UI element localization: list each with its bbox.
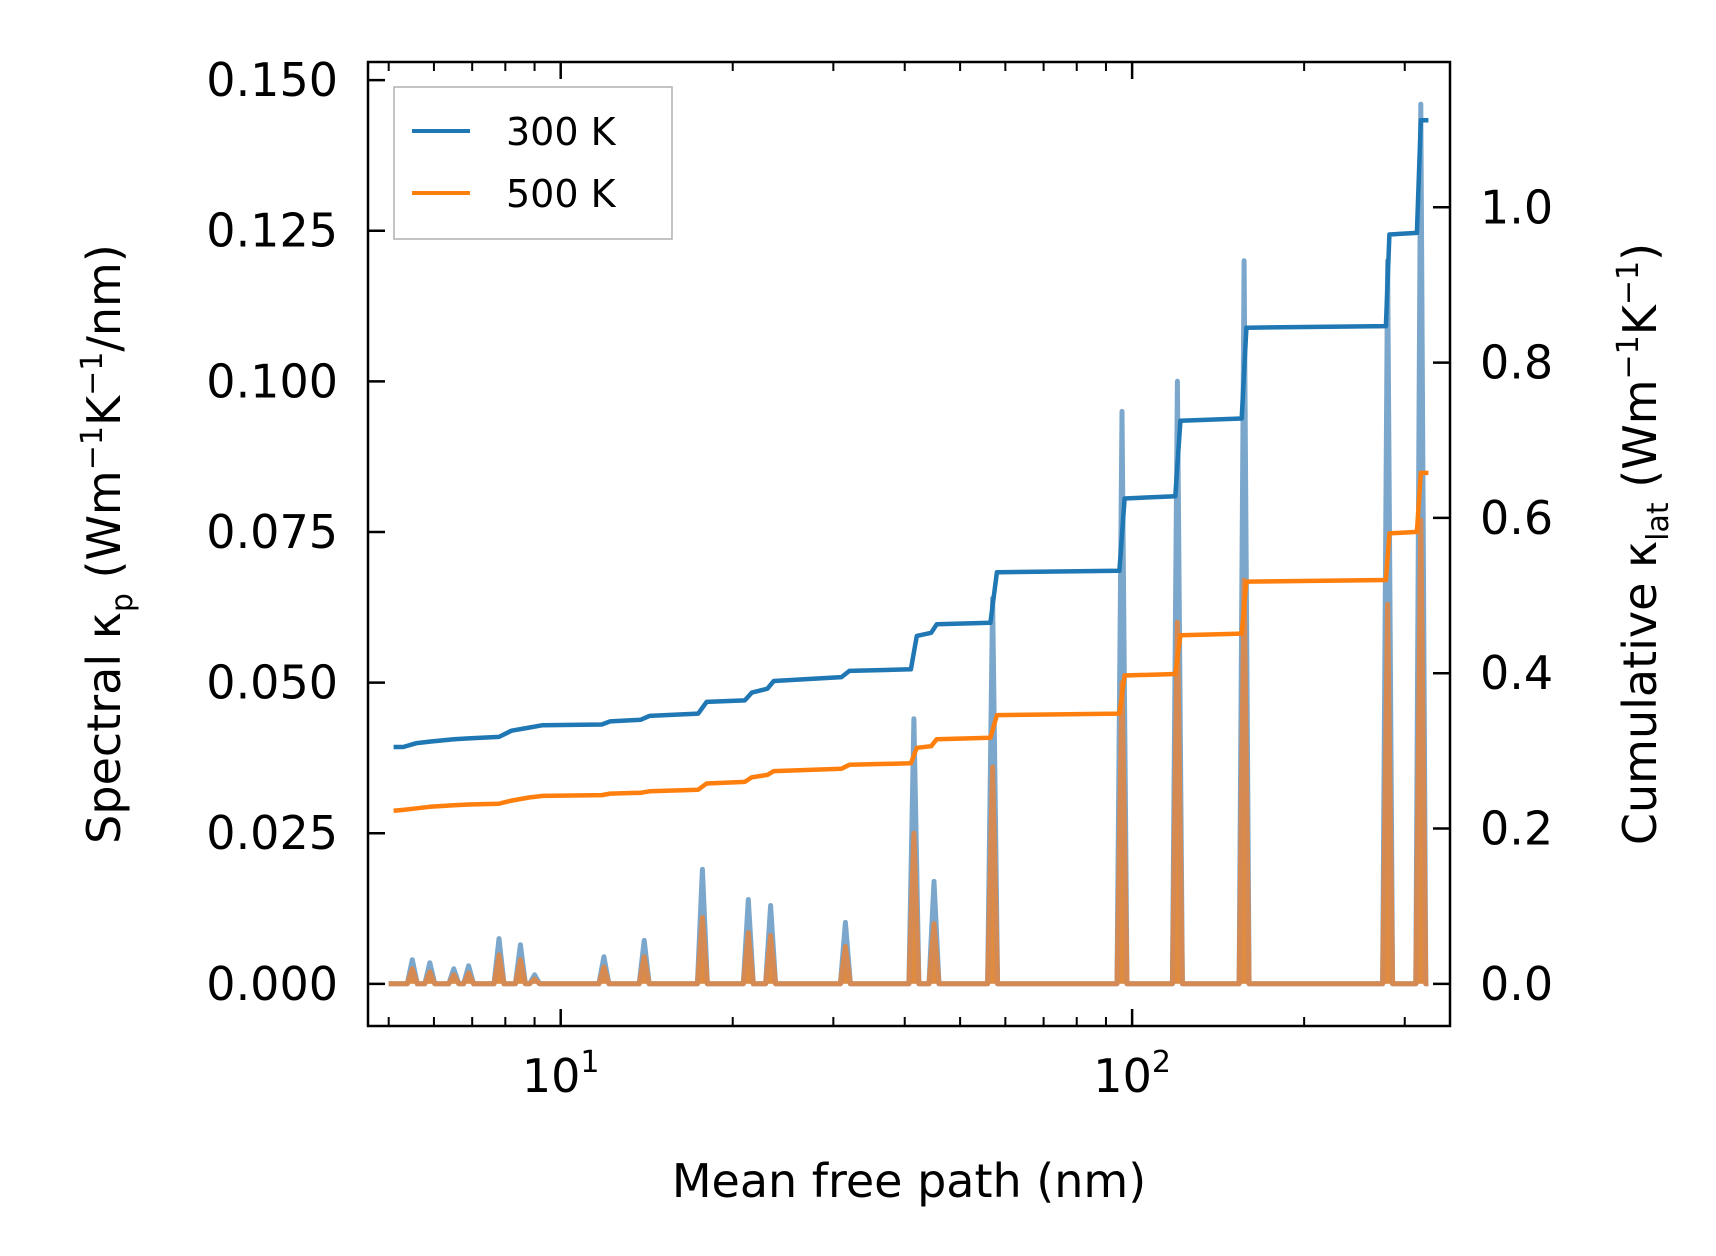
left-y-tick-label: 0.125 bbox=[206, 204, 338, 258]
right-y-title-prefix: Cumulative κ bbox=[1613, 541, 1667, 845]
right-y-title-sup-a: −1 bbox=[1611, 335, 1646, 379]
right-y-title-unit-c: ) bbox=[1613, 243, 1667, 261]
right-y-tick-label: 0.0 bbox=[1480, 957, 1553, 1011]
left-y-tick-label: 0.000 bbox=[206, 957, 338, 1011]
right-y-tick-label: 0.4 bbox=[1480, 646, 1553, 700]
left-y-title-unit-b: K bbox=[77, 394, 131, 426]
right-y-tick-label: 0.8 bbox=[1480, 336, 1553, 390]
right-y-title-sup-b: −1 bbox=[1611, 261, 1646, 305]
legend-frame bbox=[393, 86, 673, 240]
left-y-title-sup-a: −1 bbox=[75, 426, 110, 470]
cumulative-layer bbox=[393, 118, 1429, 813]
legend-label-300k: 300 K bbox=[506, 110, 617, 154]
right-y-title-sub: lat bbox=[1641, 502, 1676, 541]
legend: 300 K 500 K bbox=[393, 86, 673, 240]
x-tick-label-exponent: 1 bbox=[580, 1045, 599, 1080]
left-y-tick-label: 0.100 bbox=[206, 354, 338, 408]
right-y-axis-title: Cumulative κlat (Wm−1K−1) bbox=[1611, 243, 1676, 845]
x-tick-label-exponent: 2 bbox=[1152, 1045, 1171, 1080]
right-y-title-unit-b: K bbox=[1613, 303, 1667, 335]
left-y-title-unit-a: (Wm bbox=[77, 470, 131, 593]
left-y-tick-label: 0.150 bbox=[206, 53, 338, 107]
left-y-title-unit-c: /nm) bbox=[77, 244, 131, 351]
left-y-title-sub: p bbox=[105, 593, 140, 612]
left-y-tick-label: 0.025 bbox=[206, 806, 338, 860]
x-tick-label: 102 bbox=[1093, 1045, 1171, 1103]
right-y-tick-label: 1.0 bbox=[1480, 180, 1553, 234]
legend-label-500k: 500 K bbox=[506, 172, 617, 216]
right-y-tick-label: 0.6 bbox=[1480, 491, 1553, 545]
x-tick-label-base: 10 bbox=[1093, 1049, 1152, 1103]
left-y-axis-title: Spectral κp (Wm−1K−1/nm) bbox=[75, 244, 140, 844]
left-y-tick-label: 0.050 bbox=[206, 656, 338, 710]
spectral-layer bbox=[388, 101, 1429, 987]
x-tick-label: 101 bbox=[522, 1045, 600, 1103]
spectral-line-500k bbox=[388, 517, 1429, 987]
left-y-title-prefix: Spectral κ bbox=[77, 612, 131, 844]
ticks-layer: 0.000 0.025 0.050 0.075 0.100 0.125 0.150 0.0 0.… bbox=[206, 53, 1553, 1103]
cumulative-line-300k bbox=[393, 118, 1429, 750]
cumulative-line-500k bbox=[393, 470, 1429, 813]
right-y-title-unit-a: (Wm bbox=[1613, 379, 1667, 502]
right-y-tick-label: 0.2 bbox=[1480, 802, 1553, 856]
x-tick-label-base: 10 bbox=[522, 1049, 581, 1103]
x-axis-title: Mean free path (nm) bbox=[672, 1154, 1146, 1208]
plot-frame bbox=[366, 60, 1452, 1028]
left-y-tick-label: 0.075 bbox=[206, 505, 338, 559]
left-y-title-sup-b: −1 bbox=[75, 352, 110, 396]
